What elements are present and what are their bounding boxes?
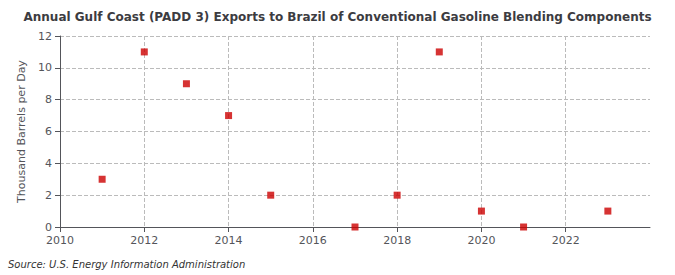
svg-text:4: 4: [45, 157, 52, 170]
svg-text:Thousand Barrels per Day: Thousand Barrels per Day: [15, 60, 28, 204]
svg-text:2014: 2014: [215, 234, 243, 247]
svg-text:2010: 2010: [46, 234, 74, 247]
svg-text:2: 2: [45, 189, 52, 202]
svg-text:Annual Gulf Coast (PADD 3) Exp: Annual Gulf Coast (PADD 3) Exports to Br…: [23, 10, 651, 24]
svg-text:0: 0: [45, 221, 52, 234]
svg-text:12: 12: [38, 30, 52, 43]
svg-text:Source: U.S. Energy Informatio: Source: U.S. Energy Information Administ…: [8, 259, 245, 270]
svg-text:8: 8: [45, 93, 52, 106]
svg-text:2016: 2016: [299, 234, 327, 247]
svg-text:6: 6: [45, 125, 52, 138]
svg-text:2020: 2020: [467, 234, 495, 247]
svg-text:10: 10: [38, 61, 52, 74]
svg-text:2022: 2022: [552, 234, 580, 247]
svg-text:2012: 2012: [130, 234, 158, 247]
svg-text:2018: 2018: [383, 234, 411, 247]
